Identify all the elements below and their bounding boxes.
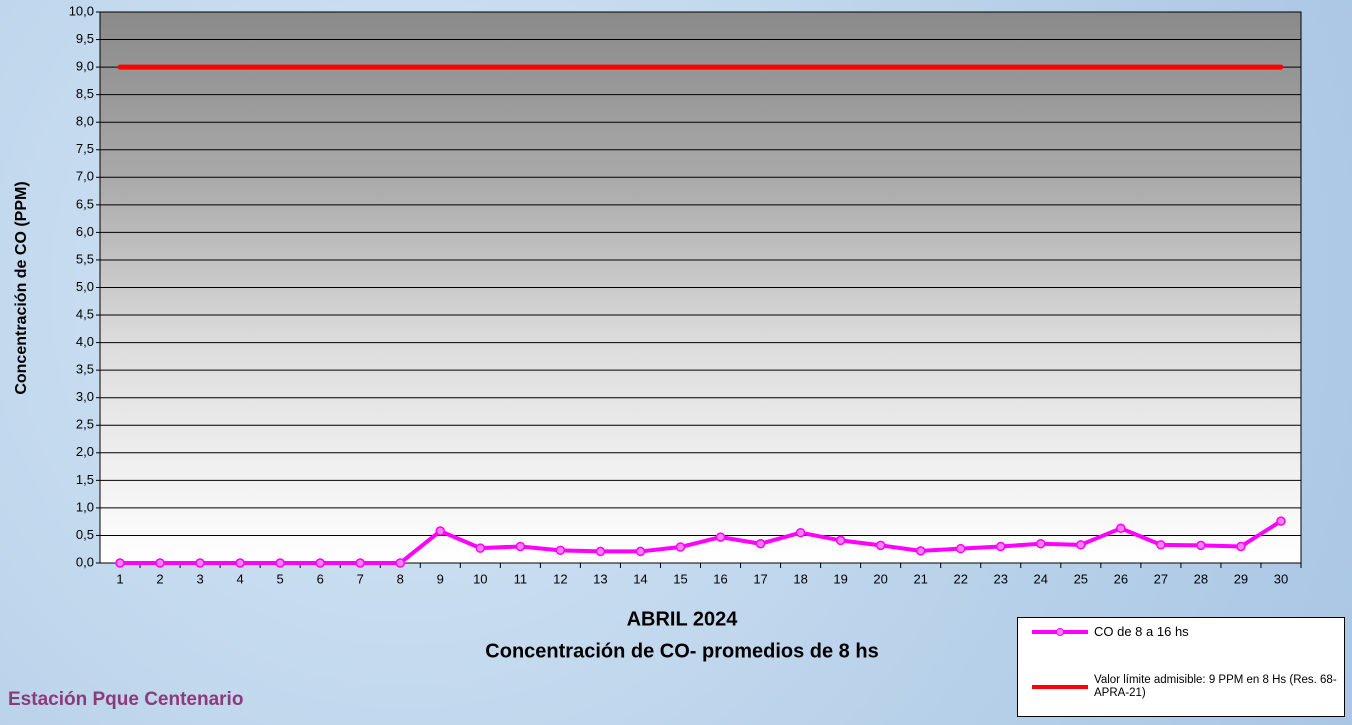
x-tick-label: 2 — [156, 571, 163, 586]
y-tick-label: 8,0 — [76, 114, 94, 129]
x-tick-label: 18 — [793, 571, 807, 586]
y-tick-label: 2,5 — [76, 417, 94, 432]
point — [515, 541, 526, 552]
point — [275, 558, 285, 568]
legend-item: Valor límite admisible: 9 PPM en 8 Hs (R… — [1030, 674, 1352, 700]
x-tick-label: 5 — [277, 571, 284, 586]
x-tick-label: 7 — [357, 571, 364, 586]
chart-subtitle: Concentración de CO- promedios de 8 hs — [485, 640, 878, 662]
point — [755, 538, 766, 549]
y-tick-label: 1,5 — [76, 472, 94, 487]
x-tick-label: 28 — [1194, 571, 1208, 586]
point — [1276, 516, 1286, 526]
y-axis-label: Concentración de CO (PPM) — [13, 181, 30, 394]
x-tick-label: 13 — [593, 571, 607, 586]
point — [955, 543, 966, 554]
y-tick-label: 10,0 — [69, 3, 94, 18]
y-tick-label: 4,5 — [76, 306, 94, 321]
x-tick-label: 26 — [1114, 571, 1128, 586]
series-line — [118, 519, 1283, 565]
chart-title: ABRIL 2024 — [627, 608, 739, 630]
x-tick-label: 11 — [514, 571, 528, 586]
x-tick-label: 1 — [116, 571, 123, 586]
x-tick-label: 22 — [953, 571, 967, 586]
x-tick-label: 16 — [713, 571, 727, 586]
point — [595, 546, 606, 557]
point — [555, 545, 566, 556]
point — [435, 526, 446, 536]
point — [915, 546, 926, 556]
point — [235, 558, 245, 568]
y-tick-label: 1,0 — [76, 499, 94, 514]
y-tick-label: 5,5 — [76, 251, 94, 266]
point — [115, 558, 125, 568]
point — [355, 558, 365, 568]
point — [875, 540, 886, 551]
x-tick-label: 29 — [1234, 571, 1248, 586]
x-tick-label: 19 — [833, 571, 847, 586]
legend-label: CO de 8 a 16 hs — [1094, 624, 1189, 639]
y-tick-label: 5,0 — [76, 279, 94, 294]
point — [155, 558, 165, 568]
y-tick-label: 0,5 — [76, 527, 94, 542]
x-tick-label: 23 — [994, 571, 1008, 586]
x-tick-label: 25 — [1074, 571, 1088, 586]
x-tick-label: 4 — [236, 571, 243, 586]
point — [795, 527, 806, 538]
point — [675, 542, 686, 552]
y-tick-label: 6,5 — [76, 196, 94, 211]
legend: CO de 8 a 16 hs Valor límite admisible: … — [1017, 617, 1345, 717]
point — [1076, 540, 1086, 550]
x-tick-label: 3 — [196, 571, 203, 586]
x-tick-label: 15 — [673, 571, 687, 586]
legend-label: Valor límite admisible: 9 PPM en 8 Hs (R… — [1094, 674, 1337, 699]
y-tick-label: 0,0 — [76, 554, 94, 569]
x-tick-label: 9 — [437, 571, 444, 586]
point — [1196, 540, 1206, 551]
y-tick-label: 7,0 — [76, 169, 94, 184]
station-label: Estación Pque Centenario — [8, 689, 243, 710]
y-tick-label: 9,0 — [76, 59, 94, 74]
point — [195, 558, 205, 568]
point — [1236, 541, 1246, 552]
y-tick-label: 4,0 — [76, 334, 94, 349]
legend-swatch — [1032, 685, 1088, 689]
point — [1036, 538, 1046, 549]
y-tick-label: 3,0 — [76, 389, 94, 404]
y-tick-label: 6,0 — [76, 224, 94, 239]
point — [1116, 523, 1126, 534]
point — [315, 558, 325, 568]
y-tick-label: 8,5 — [76, 86, 94, 101]
x-tick-label: 24 — [1034, 571, 1048, 586]
point — [635, 546, 646, 557]
x-tick-label: 10 — [473, 571, 487, 586]
x-tick-label: 6 — [317, 571, 324, 586]
x-tick-label: 27 — [1154, 571, 1168, 586]
y-tick-label: 2,0 — [76, 444, 94, 459]
y-tick-label: 7,5 — [76, 141, 94, 156]
point — [835, 535, 846, 546]
y-tick-label: 3,5 — [76, 362, 94, 377]
y-tick-label: 9,5 — [76, 31, 94, 46]
legend-swatch — [1032, 627, 1088, 636]
point — [475, 543, 486, 553]
x-tick-label: 12 — [553, 571, 567, 586]
point — [1156, 540, 1166, 550]
x-tick-label: 21 — [913, 571, 927, 586]
point — [395, 558, 405, 568]
x-tick-label: 30 — [1274, 571, 1288, 586]
point — [996, 541, 1006, 552]
legend-item: CO de 8 a 16 hs — [1030, 624, 1294, 639]
x-tick-label: 20 — [873, 571, 887, 586]
x-tick-label: 17 — [753, 571, 767, 586]
x-tick-label: 14 — [633, 571, 647, 586]
x-tick-label: 8 — [397, 571, 404, 586]
point — [715, 532, 726, 542]
